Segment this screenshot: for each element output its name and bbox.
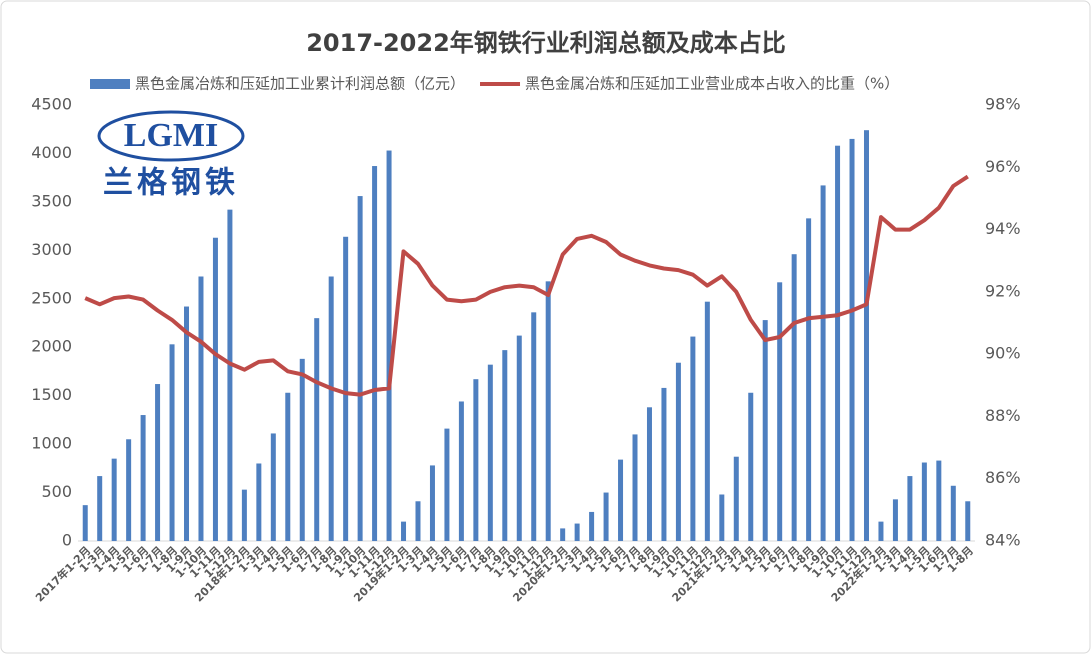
bar: [835, 145, 841, 541]
bar: [921, 462, 927, 541]
bar: [212, 237, 218, 541]
bar: [169, 344, 175, 541]
bar: [589, 511, 595, 541]
y-tick-label: 1500: [31, 385, 72, 404]
y2-tick-label: 86%: [985, 468, 1021, 487]
bar: [618, 459, 624, 541]
bar: [531, 312, 537, 541]
bar: [965, 501, 971, 541]
y2-tick-label: 94%: [985, 219, 1021, 238]
bar: [690, 336, 696, 541]
line: [84, 174, 969, 397]
bar: [184, 306, 190, 541]
bar: [227, 209, 233, 541]
bar: [892, 499, 898, 541]
bar: [126, 439, 132, 541]
bar: [487, 364, 493, 541]
bar: [762, 320, 768, 541]
bar: [675, 362, 681, 541]
bar: [285, 392, 291, 541]
y2-tick-label: 96%: [985, 157, 1021, 176]
bar: [950, 485, 956, 541]
bar: [429, 465, 435, 541]
y-tick-label: 3500: [31, 191, 72, 210]
bar: [545, 281, 551, 541]
bar: [140, 415, 146, 541]
bar: [372, 166, 378, 542]
bar: [458, 401, 464, 541]
bar: [241, 489, 247, 541]
y-tick-label: 4000: [31, 143, 72, 162]
bar: [748, 392, 754, 541]
bar: [444, 428, 450, 541]
legend-swatch: [90, 79, 130, 89]
bar: [806, 218, 812, 542]
bar: [401, 521, 407, 541]
bar: [502, 350, 508, 541]
bar: [791, 254, 797, 541]
y-tick-label: 3000: [31, 240, 72, 259]
bar: [936, 460, 942, 541]
bar: [603, 492, 609, 541]
y2-tick-label: 84%: [985, 531, 1021, 550]
bar: [719, 494, 725, 541]
bar: [82, 505, 88, 541]
y2-tick-label: 90%: [985, 344, 1021, 363]
bar: [661, 387, 667, 541]
bar: [574, 523, 580, 541]
bar: [386, 150, 392, 541]
bar: [343, 236, 349, 541]
y-tick-label: 4500: [31, 95, 72, 114]
bar: [704, 301, 710, 541]
bar: [516, 335, 522, 541]
logo: LGMI 兰格钢铁: [97, 110, 245, 201]
legend-label: 黑色金属冶炼和压延加工业累计利润总额（亿元）: [135, 75, 465, 93]
y-tick-label: 500: [41, 482, 72, 501]
y2-tick-label: 88%: [985, 406, 1021, 425]
bar: [777, 282, 783, 541]
bar: [198, 276, 204, 541]
logo-text: LGMI: [124, 117, 218, 154]
y2-tick-label: 98%: [985, 95, 1021, 114]
chart-title: 2017-2022年钢铁行业利润总额及成本占比: [306, 29, 786, 57]
y-tick-label: 2500: [31, 288, 72, 307]
bar: [560, 528, 566, 541]
bar: [328, 276, 334, 541]
bar: [907, 476, 913, 541]
bar: [733, 456, 739, 541]
bar: [299, 358, 305, 541]
bar: [863, 130, 869, 542]
bar: [111, 458, 117, 541]
bar: [820, 185, 826, 541]
bar: [155, 384, 161, 541]
bar: [878, 521, 884, 541]
bar: [357, 196, 363, 541]
y-tick-label: 0: [62, 531, 72, 550]
bar: [256, 463, 262, 541]
bar: [849, 138, 855, 541]
bar: [314, 318, 320, 541]
y2-tick-label: 92%: [985, 281, 1021, 300]
bar: [473, 379, 479, 541]
y-tick-label: 1000: [31, 434, 72, 453]
bar: [415, 501, 421, 541]
legend-label: 黑色金属冶炼和压延加工业营业成本占收入的比重（%）: [525, 75, 899, 93]
bar: [632, 434, 638, 541]
bar: [270, 433, 276, 541]
bar: [646, 407, 652, 541]
logo-subtext: 兰格钢铁: [103, 166, 239, 201]
y-tick-label: 2000: [31, 337, 72, 356]
logo-ellipse: [97, 110, 245, 162]
bar: [97, 476, 103, 541]
